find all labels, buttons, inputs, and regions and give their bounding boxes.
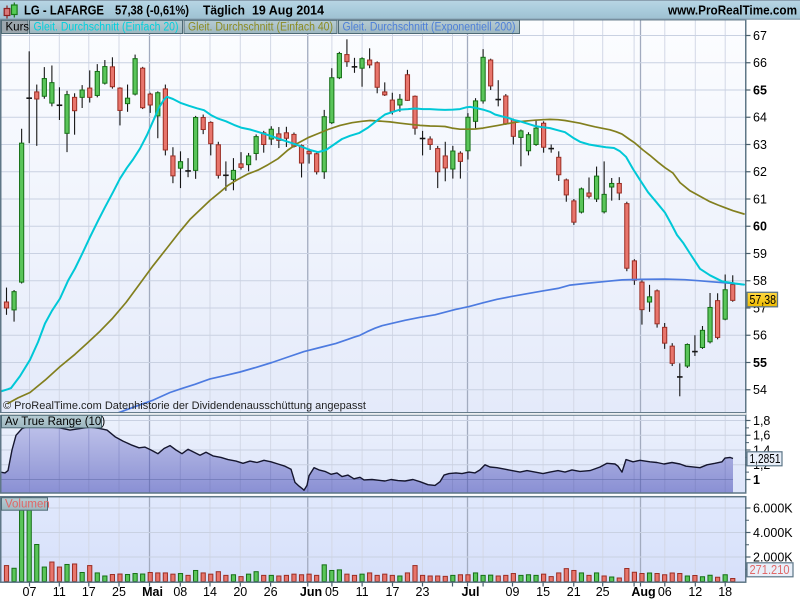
svg-text:26: 26 bbox=[264, 585, 278, 599]
svg-text:Gleit. Durchschnitt (Einfach 2: Gleit. Durchschnitt (Einfach 20) bbox=[34, 22, 179, 34]
svg-text:2.000K: 2.000K bbox=[753, 550, 793, 564]
svg-text:09: 09 bbox=[506, 585, 520, 599]
svg-text:11: 11 bbox=[356, 585, 369, 599]
svg-text:17: 17 bbox=[82, 585, 96, 599]
svg-text:Mai: Mai bbox=[142, 585, 163, 599]
svg-text:17: 17 bbox=[386, 585, 400, 599]
svg-text:55: 55 bbox=[753, 356, 767, 370]
svg-text:6.000K: 6.000K bbox=[753, 501, 793, 515]
svg-text:58: 58 bbox=[753, 274, 767, 288]
svg-text:54: 54 bbox=[753, 383, 767, 397]
svg-text:20: 20 bbox=[233, 585, 247, 599]
svg-text:65: 65 bbox=[753, 83, 767, 97]
svg-text:60: 60 bbox=[753, 220, 767, 234]
svg-text:25: 25 bbox=[596, 585, 610, 599]
svg-text:© ProRealTime.com Datenhistor: © ProRealTime.com Datenhistorie der Divi… bbox=[3, 400, 366, 412]
svg-text:Aug: Aug bbox=[631, 585, 655, 599]
svg-text:15: 15 bbox=[536, 585, 550, 599]
svg-text:66: 66 bbox=[753, 56, 767, 70]
svg-text:61: 61 bbox=[753, 192, 767, 206]
svg-text:07: 07 bbox=[23, 585, 37, 599]
svg-text:57,38: 57,38 bbox=[750, 293, 777, 307]
svg-text:06: 06 bbox=[658, 585, 672, 599]
svg-text:11: 11 bbox=[53, 585, 66, 599]
svg-text:62: 62 bbox=[753, 165, 767, 179]
svg-text:64: 64 bbox=[753, 111, 767, 125]
svg-text:Gleit. Durchschnitt (Einfach 4: Gleit. Durchschnitt (Einfach 40) bbox=[188, 22, 333, 34]
svg-text:271.210: 271.210 bbox=[750, 563, 790, 577]
svg-text:Jun: Jun bbox=[300, 585, 322, 599]
svg-text:67: 67 bbox=[753, 29, 767, 43]
svg-text:Volumen: Volumen bbox=[5, 499, 50, 511]
svg-text:Gleit. Durchschnitt (Exponenti: Gleit. Durchschnitt (Exponentiell 200) bbox=[343, 22, 516, 34]
svg-text:12: 12 bbox=[688, 585, 702, 599]
svg-text:Kurs: Kurs bbox=[6, 22, 30, 34]
svg-text:1,8: 1,8 bbox=[753, 414, 770, 428]
svg-text:63: 63 bbox=[753, 138, 767, 152]
svg-text:23: 23 bbox=[416, 585, 430, 599]
svg-text:14: 14 bbox=[203, 585, 217, 599]
svg-text:4.000K: 4.000K bbox=[753, 526, 793, 540]
svg-text:Av True Range (10): Av True Range (10) bbox=[5, 416, 105, 428]
svg-text:18: 18 bbox=[718, 585, 732, 599]
svg-text:19 Aug 2014: 19 Aug 2014 bbox=[252, 4, 324, 18]
svg-text:05: 05 bbox=[325, 585, 339, 599]
svg-text:Jul: Jul bbox=[461, 585, 479, 599]
svg-text:21: 21 bbox=[567, 585, 581, 599]
svg-text:25: 25 bbox=[112, 585, 126, 599]
svg-text:56: 56 bbox=[753, 329, 767, 343]
svg-text:59: 59 bbox=[753, 247, 767, 261]
svg-text:1: 1 bbox=[753, 473, 760, 487]
svg-text:1,6: 1,6 bbox=[753, 429, 770, 443]
svg-text:Täglich: Täglich bbox=[203, 4, 245, 18]
svg-text:www.ProRealTime.com: www.ProRealTime.com bbox=[667, 4, 797, 18]
svg-text:08: 08 bbox=[173, 585, 187, 599]
svg-text:LG - LAFARGE: LG - LAFARGE bbox=[24, 4, 104, 18]
svg-text:1,2851: 1,2851 bbox=[750, 452, 781, 466]
svg-text:57,38 (-0,61%): 57,38 (-0,61%) bbox=[115, 4, 189, 18]
